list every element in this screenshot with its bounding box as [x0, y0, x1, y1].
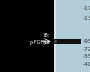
Bar	[0, 0, 54, 72]
Bar	[56, 0, 90, 72]
Text: -95: -95	[82, 39, 90, 44]
Text: -72: -72	[82, 47, 90, 52]
Text: -170: -170	[82, 6, 90, 11]
Text: -55: -55	[82, 54, 90, 59]
Text: -130: -130	[82, 15, 90, 21]
Bar	[54, 0, 56, 72]
Text: p-FGFR1: p-FGFR1	[30, 40, 50, 45]
Bar	[54, 39, 81, 44]
Text: -40: -40	[82, 62, 90, 67]
Text: IB:: IB:	[44, 33, 50, 38]
